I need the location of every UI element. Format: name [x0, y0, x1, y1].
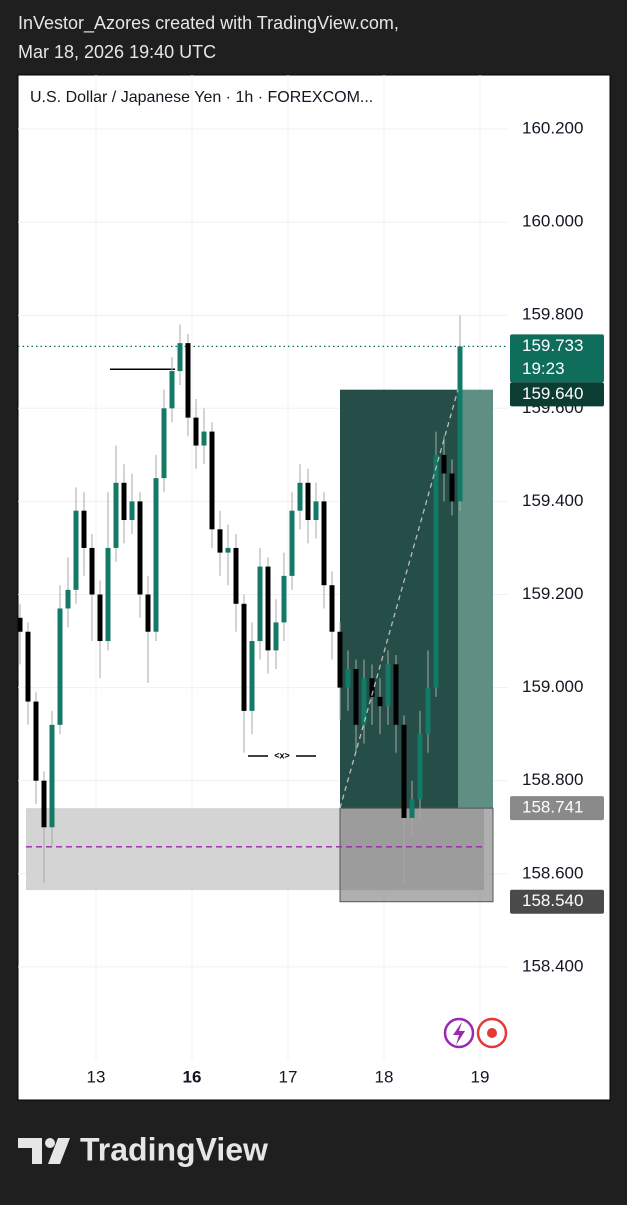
candle-body — [409, 799, 415, 818]
candle-body — [105, 547, 111, 642]
logo-part — [45, 1138, 55, 1148]
x-tick-label: 18 — [375, 1067, 394, 1086]
y-tick-label: 158.800 — [522, 770, 583, 789]
candle-body — [65, 589, 71, 609]
candle-body — [305, 482, 311, 521]
candle-body — [185, 343, 191, 418]
candle-body — [377, 696, 383, 707]
plot: 160.200160.000159.800159.600159.400159.2… — [17, 75, 583, 1086]
candle-body — [33, 701, 39, 781]
candle-body — [73, 510, 79, 590]
candle-body — [449, 473, 455, 502]
candle-body — [145, 594, 151, 632]
price-badge — [510, 796, 604, 821]
x-tick-label: 13 — [87, 1067, 106, 1086]
candle-body — [177, 343, 183, 372]
candle-body — [137, 501, 143, 595]
candle-body — [353, 668, 359, 725]
logo-part — [48, 1138, 70, 1164]
candle-body — [329, 585, 335, 632]
candle-body — [313, 501, 319, 521]
candle-body — [385, 664, 391, 707]
candle-body — [193, 417, 199, 446]
candle-body — [233, 547, 239, 604]
price-badge — [510, 334, 604, 383]
candle-body — [81, 510, 87, 548]
y-tick-label: 158.400 — [522, 956, 583, 975]
y-tick-label: 159.800 — [522, 305, 583, 324]
position-diagonal — [339, 389, 459, 809]
y-tick-label: 160.200 — [522, 118, 583, 137]
candle-body — [89, 547, 95, 595]
chart-title: U.S. Dollar / Japanese Yen · 1h · FOREXC… — [30, 89, 373, 106]
candle-body — [273, 622, 279, 651]
price-badge-time: 19:23 — [522, 359, 565, 378]
candle-body — [153, 478, 159, 632]
candle-body — [265, 566, 271, 651]
logo-part — [18, 1138, 42, 1164]
price-badge-label: 159.733 — [522, 336, 583, 355]
price-badge-label: 158.741 — [522, 798, 583, 817]
candle-body — [129, 501, 135, 521]
candle-body — [321, 501, 327, 586]
record-dot — [487, 1028, 497, 1038]
candle-body — [417, 734, 423, 800]
candle-body — [289, 510, 295, 576]
candle-body — [425, 687, 431, 735]
candle-body — [337, 631, 343, 688]
header-line: Mar 18, 2026 19:40 UTC — [18, 42, 216, 62]
price-badge — [510, 889, 604, 914]
candle-body — [441, 454, 447, 474]
candle-body — [113, 482, 119, 548]
logo — [18, 1138, 70, 1164]
icon-mask — [508, 1016, 516, 1052]
brand: TradingView — [80, 1131, 268, 1167]
x-tick-label: 19 — [471, 1067, 490, 1086]
y-tick-label: 158.600 — [522, 863, 583, 882]
candle-body — [217, 529, 223, 553]
lightning — [453, 1022, 465, 1045]
y-tick-label: 159.400 — [522, 491, 583, 510]
candle-body — [97, 594, 103, 642]
marker-label: <x> — [274, 750, 290, 760]
y-tick-label: 159.000 — [522, 677, 583, 696]
candle-body — [57, 608, 63, 725]
candle-body — [257, 566, 263, 642]
chart-panel — [17, 74, 611, 1101]
candle-body — [161, 408, 167, 479]
y-tick-label: 159.200 — [522, 584, 583, 603]
candle-body — [297, 482, 303, 511]
candle-body — [369, 678, 375, 697]
candle-body — [169, 371, 175, 409]
y-tick-label: 160.000 — [522, 212, 583, 231]
stop-zone — [339, 807, 494, 903]
candle-body — [41, 780, 47, 828]
candle-body — [457, 346, 463, 502]
candle-body — [201, 431, 207, 446]
x-tick-label: 17 — [279, 1067, 298, 1086]
candle-body — [209, 431, 215, 530]
candle-body — [401, 724, 407, 818]
candle-body — [121, 482, 127, 521]
candle-body — [25, 631, 31, 702]
candle-body — [361, 678, 367, 725]
candle-body — [393, 664, 399, 725]
candle-body — [17, 617, 23, 632]
candle-body — [281, 575, 287, 623]
header-line: InVestor_Azores created with TradingView… — [18, 13, 399, 34]
x-tick-label: 16 — [183, 1067, 202, 1086]
price-badge — [510, 382, 604, 407]
price-badge-label: 158.540 — [522, 891, 583, 910]
target-zone-future — [458, 389, 493, 809]
candle-body — [249, 641, 255, 711]
candle-body — [49, 724, 55, 828]
toolbar-icons — [443, 1016, 516, 1052]
candle-body — [433, 454, 439, 688]
candle-body — [345, 668, 351, 688]
price-badge-label: 159.640 — [522, 384, 583, 403]
candle-body — [225, 547, 231, 553]
candle-body — [241, 603, 247, 711]
